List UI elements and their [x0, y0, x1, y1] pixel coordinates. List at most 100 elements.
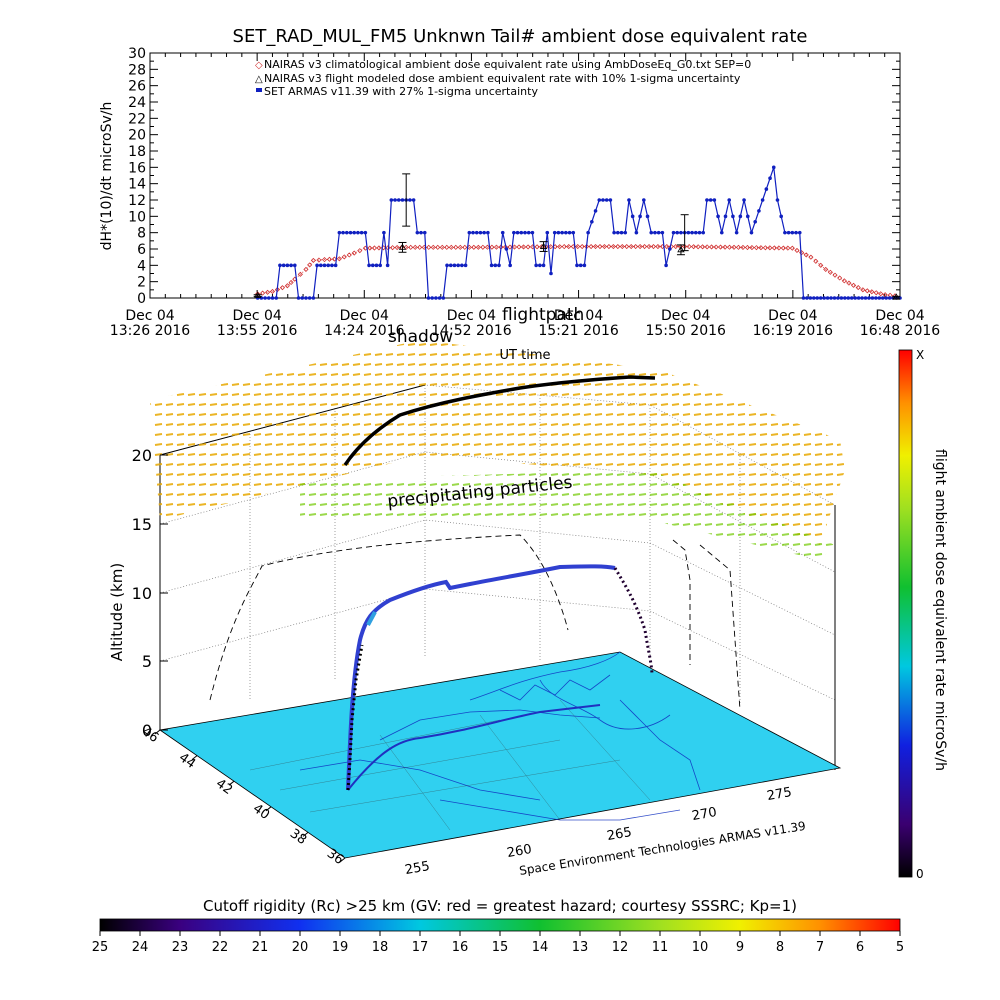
legend-nairas-climatological: NAIRAS v3 climatological ambient dose eq…: [264, 58, 751, 71]
armas-point: [623, 230, 628, 235]
armas-point: [270, 296, 275, 300]
nairas-climatological-point: [726, 244, 733, 250]
armas-point: [734, 230, 739, 235]
nairas-climatological-point: [882, 292, 888, 298]
armas-point: [630, 214, 635, 219]
armas-point: [393, 198, 397, 202]
armas-point: [860, 296, 864, 300]
armas-point: [560, 230, 564, 235]
nairas-climatological-point: [297, 271, 303, 277]
nairas-climatological-point: [749, 245, 755, 251]
z-axis-ticks: 0 5 10 15 20: [132, 446, 168, 740]
nairas-climatological-point: [288, 279, 294, 286]
armas-point: [846, 296, 851, 300]
armas-point: [731, 214, 735, 219]
armas-point: [690, 230, 694, 235]
colorbar-bottom-tick-label: 12: [612, 940, 629, 955]
armas-point: [749, 230, 754, 235]
armas-point: [326, 263, 331, 268]
nairas-climatological-point: [284, 283, 290, 289]
y-tick-label: 8: [137, 226, 146, 242]
y-tick-label: 22: [128, 111, 146, 127]
armas-point: [255, 296, 260, 300]
nairas-climatological-point: [310, 257, 316, 263]
nairas-climatological-point: [376, 245, 382, 251]
armas-point: [330, 263, 334, 268]
colorbar-bottom-tick-label: 19: [332, 940, 349, 955]
nairas-climatological-point: [832, 272, 838, 278]
armas-point: [534, 263, 538, 268]
nairas-climatological-point: [255, 291, 261, 297]
armas-point: [552, 230, 557, 235]
nairas-climatological-point: [713, 244, 719, 250]
armas-point: [541, 263, 546, 268]
armas-point: [801, 296, 806, 300]
nairas-climatological-point: [269, 288, 276, 295]
nairas-climatological-point: [341, 254, 347, 260]
armas-point: [564, 230, 568, 235]
nairas-climatological-point: [394, 244, 400, 251]
armas-point: [705, 198, 709, 202]
nairas-climatological-point: [744, 244, 751, 251]
armas-point: [318, 263, 323, 268]
armas-point: [296, 296, 301, 300]
armas-point: [757, 209, 761, 213]
z-tick-label: 10: [132, 584, 152, 603]
lon-tick-label: 265: [606, 825, 633, 844]
nairas-climatological-point: [326, 256, 333, 262]
armas-point: [500, 230, 505, 235]
nairas-climatological-point: [855, 285, 861, 291]
armas-point: [867, 296, 871, 300]
lat-tick: [154, 729, 161, 735]
nairas-climatological-point: [869, 289, 875, 295]
armas-point: [642, 198, 646, 202]
lat-tick: [302, 832, 309, 837]
colorbar-bottom-tick-label: 17: [412, 940, 429, 955]
armas-point: [385, 263, 390, 268]
x-tick-time: 14:24 2016: [324, 323, 405, 339]
nairas-climatological-point: [827, 269, 833, 275]
armas-point: [668, 247, 672, 251]
nairas-climatological-point: [878, 291, 884, 297]
longitude-ticks: 255 260 265 270 275: [404, 785, 793, 878]
precipitating-particles-layer: [150, 340, 845, 545]
nairas-climatological-point: [873, 290, 879, 296]
y-tick-label: 28: [128, 62, 146, 78]
nairas-climatological-point: [351, 250, 357, 256]
x-tick-date: Dec 04: [125, 308, 174, 324]
x-tick-date: Dec 04: [768, 308, 817, 324]
colorbar-bottom-tick-label: 24: [132, 940, 149, 955]
y-tick-label: 2: [137, 275, 146, 291]
x-tick-time: 13:26 2016: [110, 323, 191, 339]
legend: ◇ NAIRAS v3 climatological ambient dose …: [255, 58, 751, 98]
nairas-flight-point: [677, 246, 685, 253]
armas-point: [370, 263, 375, 268]
armas-point: [856, 296, 861, 300]
armas-point: [315, 263, 319, 268]
colorbar-bottom-tick-label: 13: [572, 940, 589, 955]
armas-point: [356, 230, 360, 235]
armas-point: [486, 230, 490, 235]
colorbar-bottom-tick-label: 5: [896, 940, 904, 955]
x-tick-date: Dec 04: [447, 308, 496, 324]
armas-point: [526, 230, 531, 235]
z-axis-title: Altitude (km): [108, 563, 126, 661]
armas-point: [274, 296, 279, 300]
armas-point: [378, 263, 382, 268]
map-outlines: [299, 651, 701, 821]
armas-point: [493, 263, 498, 268]
nairas-climatological-point: [740, 244, 746, 251]
colorbar-bottom-tick-label: 10: [692, 940, 709, 955]
nairas-climatological-point: [823, 266, 829, 272]
colorbar-right-top-label: X: [916, 348, 924, 362]
armas-point: [263, 296, 267, 300]
armas-point: [805, 296, 809, 300]
armas-point: [815, 296, 820, 300]
armas-point: [880, 296, 885, 300]
y-tick-label: 26: [128, 79, 146, 95]
armas-point: [634, 230, 639, 235]
nairas-climatological-point: [776, 245, 782, 251]
armas-point: [322, 263, 327, 268]
x-tick-time: 14:52 2016: [431, 323, 512, 339]
